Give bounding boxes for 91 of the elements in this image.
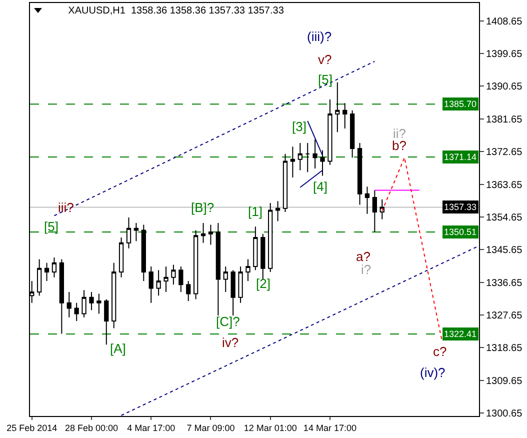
annotation: b?	[392, 138, 406, 153]
candlestick	[134, 222, 139, 242]
annotation: [1]	[248, 204, 262, 219]
candlestick	[164, 266, 168, 292]
candlestick	[282, 153, 288, 213]
y-tick-label: 1381.65	[486, 114, 523, 126]
y-tick-label: 1390.65	[486, 82, 523, 93]
y-tick-label: 1336.65	[486, 278, 523, 289]
annotation: [5]	[44, 219, 58, 234]
ref-line-label: 1371.14	[444, 152, 477, 162]
x-tick-label: 14 Mar 17:00	[303, 422, 356, 433]
x-tick-label: 7 Mar 09:00	[186, 422, 235, 433]
ref-line-label: 1350.51	[444, 227, 477, 237]
candlestick	[357, 142, 362, 206]
candlestick	[342, 102, 348, 130]
candlestick	[246, 258, 250, 282]
candlestick	[148, 266, 154, 304]
candlestick	[216, 222, 220, 316]
y-tick-label: 1363.65	[486, 180, 523, 191]
candlestick	[96, 293, 102, 314]
candlestick	[44, 262, 50, 282]
candlestick	[268, 202, 273, 272]
candlestick	[335, 82, 340, 133]
candlestick	[312, 138, 318, 169]
ref-line-label: 1322.41	[444, 329, 477, 339]
candlestick	[66, 291, 72, 318]
annotation: (iii)?	[307, 29, 332, 44]
annotation: [C]?	[216, 314, 240, 329]
annotation: [B]?	[191, 200, 214, 215]
ref-line-label: 1357.33	[444, 202, 477, 212]
candlestick	[171, 264, 176, 286]
y-tick-label: 1345.65	[486, 245, 523, 256]
candlestick	[260, 233, 266, 280]
candlestick	[350, 110, 355, 158]
candlestick	[230, 270, 236, 316]
x-tick-label: 25 Feb 2014	[6, 422, 58, 433]
candlestick	[118, 236, 124, 278]
candlestick	[74, 302, 79, 322]
candlestick	[89, 291, 94, 311]
y-tick-label: 1309.65	[486, 376, 523, 387]
ref-line-label: 1385.70	[444, 99, 477, 109]
annotation: i?	[361, 262, 372, 277]
candlestick	[275, 200, 280, 222]
candlestick	[380, 198, 384, 220]
candlestick	[238, 266, 243, 304]
annotation: ii?	[393, 126, 406, 141]
x-tick-label: 4 Mar 17:00	[127, 422, 176, 433]
candlestick	[223, 266, 228, 292]
candlestick	[253, 226, 258, 271]
annotation: [4]	[313, 179, 328, 194]
y-tick-label: 1372.65	[486, 147, 523, 158]
x-tick-label: 28 Feb 00:00	[64, 422, 118, 433]
annotation: [3]	[292, 119, 306, 134]
candlestick	[372, 190, 377, 233]
candlestick	[186, 280, 191, 302]
candlestick	[36, 258, 42, 296]
y-tick-label: 1354.65	[486, 212, 523, 224]
candlestick	[156, 270, 161, 296]
candlestick	[104, 298, 109, 346]
annotation: c?	[433, 344, 447, 359]
chart-title: XAUUSD,H1 1358.36 1358.36 1357.33 1357.33	[68, 6, 284, 17]
annotation: [5]	[318, 72, 332, 87]
x-tick-label: 12 Mar 01:00	[244, 422, 297, 433]
candlestick	[141, 224, 146, 282]
annotation: [A]	[110, 341, 126, 356]
candlestick	[52, 256, 57, 278]
y-tick-label: 1318.65	[486, 343, 523, 354]
candlestick	[178, 266, 184, 292]
candlestick	[290, 146, 296, 178]
candlestick	[112, 262, 116, 329]
annotation: iii?	[58, 200, 74, 215]
candlestick	[320, 150, 325, 176]
candlestick	[193, 230, 198, 300]
y-tick-label: 1327.65	[486, 310, 523, 322]
annotation: a?	[356, 249, 370, 264]
candlestick	[328, 98, 332, 166]
candlestick	[208, 224, 214, 246]
candlestick	[59, 258, 64, 334]
candlestick	[364, 186, 370, 214]
annotation: v?	[318, 52, 332, 67]
y-tick-label: 1399.65	[486, 49, 523, 60]
y-tick-label: 1408.65	[486, 16, 523, 28]
candlestick	[126, 216, 132, 249]
candlestick	[298, 142, 302, 171]
annotation: iv?	[222, 335, 239, 350]
candlestick	[82, 290, 86, 318]
y-tick-label: 1300.65	[486, 408, 523, 420]
candlestick	[200, 222, 206, 244]
annotation: [2]	[256, 276, 270, 291]
candlestick	[305, 142, 310, 173]
annotation: (iv)?	[420, 365, 446, 380]
